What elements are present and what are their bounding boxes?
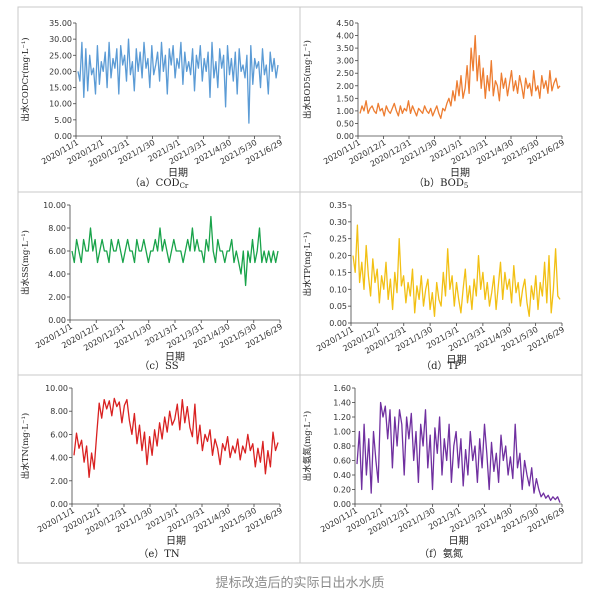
y-tick-label: 1.60 <box>333 384 351 393</box>
y-tick-label: 35.00 <box>49 19 72 28</box>
y-tick-label: 2.00 <box>336 82 354 91</box>
y-axis-title: 出水CODCr(mg·L⁻¹) <box>20 37 31 121</box>
y-tick-label: 3.50 <box>336 44 354 53</box>
y-tick-label: 0.00 <box>48 316 66 325</box>
y-tick-label: 1.00 <box>333 428 351 437</box>
y-tick-label: 6.00 <box>50 430 68 439</box>
y-tick-label: 1.20 <box>333 413 351 422</box>
y-tick-label: 3.00 <box>336 57 354 66</box>
y-tick-label: 8.00 <box>50 407 68 416</box>
series-line <box>73 397 279 478</box>
y-tick-label: 30.00 <box>49 35 72 44</box>
y-tick-label: 0.05 <box>329 302 347 311</box>
y-tick-label: 6.00 <box>48 247 66 256</box>
y-tick-label: 2.00 <box>50 477 68 486</box>
series-line <box>359 34 561 120</box>
y-tick-label: 0.00 <box>333 500 351 509</box>
y-tick-label: 0.80 <box>333 442 351 451</box>
y-tick-label: 8.00 <box>48 224 66 233</box>
x-axis-title: 日期 <box>168 167 188 179</box>
y-tick-label: 1.00 <box>336 107 354 116</box>
y-tick-label: 0.40 <box>333 471 351 480</box>
chart-panel-f: 0.000.200.400.600.801.001.201.401.602020… <box>302 384 566 560</box>
y-tick-label: 10.00 <box>49 100 72 109</box>
y-tick-label: 0.00 <box>54 132 72 141</box>
y-tick-label: 2.50 <box>336 69 354 78</box>
panel-caption: （a）CODCr <box>130 177 189 190</box>
chart-panel-e: 0.002.004.006.008.0010.002020/11/12020/1… <box>20 384 284 560</box>
y-tick-label: 0.00 <box>336 132 354 141</box>
y-tick-label: 0.00 <box>50 500 68 509</box>
y-tick-label: 0.20 <box>329 252 347 261</box>
panel-caption: （f）氨氮 <box>419 547 463 560</box>
y-tick-label: 0.15 <box>329 268 347 277</box>
y-tick-label: 2.00 <box>48 293 66 302</box>
panel-caption: （c）SS <box>139 360 178 372</box>
y-tick-label: 0.35 <box>329 201 347 210</box>
x-axis-title: 日期 <box>166 535 186 547</box>
y-tick-label: 15.00 <box>49 84 72 93</box>
x-axis-title: 日期 <box>447 354 467 366</box>
x-axis-title: 日期 <box>449 535 469 547</box>
y-axis-title: 出水SS(mg·L⁻¹) <box>20 230 31 295</box>
panel-caption: （d）TP <box>421 360 461 372</box>
y-tick-label: 4.00 <box>336 32 354 41</box>
series-line <box>77 38 279 124</box>
y-tick-label: 5.00 <box>54 116 72 125</box>
y-tick-label: 1.40 <box>333 399 351 408</box>
chart-panel-c: 0.002.004.006.008.0010.002020/11/12020/1… <box>20 201 284 372</box>
y-tick-label: 10.00 <box>43 201 66 210</box>
series-line <box>71 215 279 287</box>
y-tick-label: 10.00 <box>45 384 68 393</box>
series-line <box>352 224 561 317</box>
y-tick-label: 20.00 <box>49 67 72 76</box>
chart-panel-d: 0.000.050.100.150.200.250.300.352020/11/… <box>302 201 566 372</box>
y-tick-label: 0.30 <box>329 218 347 227</box>
chart-panel-b: 0.00 0.50 1.00 1.50 2.00 2.50 3.00 3.50 4.00 4.50… <box>302 19 566 190</box>
y-tick-label: 4.00 <box>50 454 68 463</box>
y-tick-label: 1.50 <box>336 94 354 103</box>
panel-caption: （b）BOD5 <box>414 177 469 190</box>
y-tick-label: 25.00 <box>49 51 72 60</box>
y-tick-label: 0.50 <box>336 119 354 128</box>
y-axis-title: 出水BOD5(mg·L⁻¹) <box>302 40 313 119</box>
chart-panel-a: 0.005.0010.0015.0020.0025.0030.0035.0020… <box>20 19 284 190</box>
x-axis-title: 日期 <box>165 351 185 363</box>
x-axis-title: 日期 <box>450 167 470 179</box>
panel-caption: （e）TN <box>138 548 180 560</box>
y-axis-title: 出水TP(mg·L⁻¹) <box>302 232 313 297</box>
y-tick-label: 0.60 <box>333 457 351 466</box>
y-tick-label: 0.25 <box>329 235 347 244</box>
y-axis-title: 出水TN(mg·L⁻¹) <box>20 413 31 479</box>
y-tick-label: 0.00 <box>329 319 347 328</box>
y-tick-label: 0.10 <box>329 285 347 294</box>
series-line <box>356 401 561 503</box>
y-tick-label: 4.00 <box>48 270 66 279</box>
y-tick-label: 0.20 <box>333 486 351 495</box>
figure-caption: 提标改造后的实际日出水水质 <box>215 576 385 591</box>
y-axis-title: 出水氨氮(mg·L⁻¹) <box>302 411 313 481</box>
y-tick-label: 4.50 <box>336 19 354 28</box>
